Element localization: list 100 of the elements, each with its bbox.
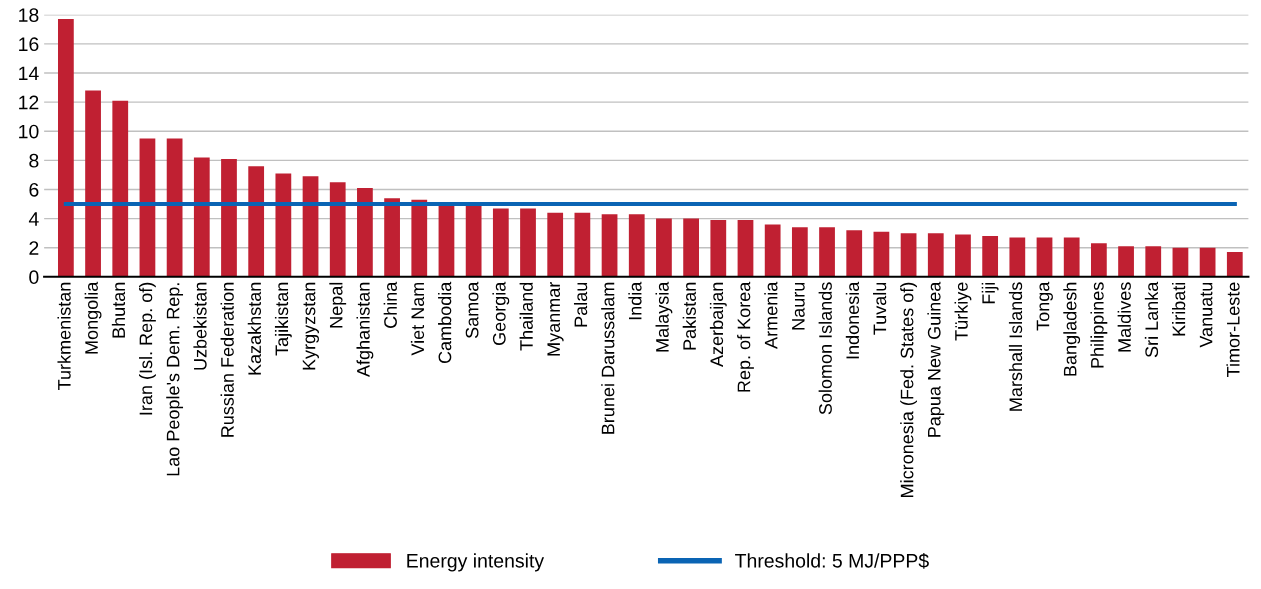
x-tick-label: Cambodia [438,281,452,364]
bar [1009,237,1026,277]
y-tick-label: 18 [19,8,39,22]
bar [166,138,183,277]
x-tick-label: China [383,281,397,328]
y-tick-label: 4 [28,212,39,226]
x-tick-label: Sri Lanka [1144,281,1159,358]
bar [1063,237,1080,277]
bar [628,214,645,277]
bar [1226,252,1243,277]
legend-label: Energy intensity [407,553,545,572]
x-tick-label: Maldives [1117,282,1131,352]
x-tick-label: Mongolia [84,281,102,354]
bar [764,224,781,277]
x-tick-label: Armenia [764,281,778,349]
bar [139,138,156,277]
bar [1145,246,1162,277]
bar [873,231,890,277]
x-tick-label: Afghanistan [356,282,374,378]
x-tick-label: Uzbekistan [193,282,207,370]
x-tick-label: Timor-Leste [1226,282,1240,377]
x-tick-label: Viet Nam [410,282,425,356]
bar [955,234,971,277]
bar [221,158,237,277]
x-tick-label: Nepal [329,282,347,328]
x-tick-label: Marshall Islands [1008,282,1023,411]
y-tick-label: 2 [29,241,39,255]
bar [574,212,591,277]
bar [58,19,74,277]
y-tick-label: 0 [29,270,39,285]
bar [601,214,618,277]
y-tick-label: 12 [19,95,39,110]
x-tick-label: Micronesia (Fed. States of) [900,282,917,497]
bar [465,204,482,277]
x-tick-label: Indonesia [845,281,860,359]
bar [112,100,129,277]
x-tick-label: Bangladesh [1063,282,1081,376]
bar [1036,237,1053,277]
bar [683,218,699,277]
x-tick-label: Papua New Guinea [927,281,945,437]
x-tick-label: Samoa [465,281,479,339]
x-tick-label: Brunei Darussalam [601,282,615,434]
x-tick-label: Kiribati [1172,282,1186,336]
x-tick-label: Vanuatu [1199,282,1213,348]
x-tick-label: Turkmenistan [57,282,71,390]
bar [193,157,210,277]
y-tick-label: 10 [19,124,39,139]
y-tick-label: 14 [19,66,39,81]
x-tick-label: Fiji [981,282,999,304]
x-tick-label: Lao People's Dem. Rep. [166,283,184,476]
y-tick-label: 6 [29,182,39,197]
bar [492,208,509,277]
bar [357,188,373,277]
x-tick-label: Solomon Islands [818,282,832,415]
bar [656,218,672,277]
x-tick-label: Myanmar [547,281,564,356]
x-tick-label: Russian Federation [220,282,234,437]
x-tick-label: Georgia [492,281,510,346]
bar [846,230,863,277]
x-tick-label: Kazakhstan [247,282,262,375]
legend-label: Threshold: 5 MJ/PPP$ [735,553,929,569]
bar [520,208,536,277]
bar [1199,247,1216,277]
bar [737,220,754,277]
x-tick-label: Azerbaijan [709,282,727,367]
bar [85,90,101,277]
x-tick-label: Bhutan [111,282,126,338]
bar [791,227,808,277]
bar [900,233,917,277]
bar [275,173,292,277]
x-tick-label: India [628,281,642,320]
bar [927,233,944,277]
x-tick-label: Tuvalu [872,282,887,335]
x-tick-label: Türkiye [954,282,972,341]
bar [329,182,346,277]
bar [1118,246,1134,277]
bar [302,176,319,277]
bar [248,166,265,277]
bar [438,204,455,277]
x-tick-label: Tonga [1036,281,1053,331]
y-tick-label: 8 [29,153,39,168]
x-tick-label: Nauru [792,282,805,330]
bar [547,212,564,277]
bar [1090,243,1107,277]
x-tick-label: Pakistan [682,282,696,350]
x-tick-label: Kyrgyzstan [302,282,319,370]
x-tick-label: Thailand [519,282,533,351]
bar [710,220,727,277]
bar [1172,247,1189,277]
x-tick-label: Malaysia [655,281,673,352]
bar [411,199,428,277]
x-tick-label: Palau [573,282,588,327]
bar [982,236,999,277]
bar [384,198,400,277]
bar [819,227,835,277]
x-tick-label: Iran (Isl. Rep. of) [139,282,156,415]
x-tick-label: Philippines [1090,282,1108,368]
y-tick-label: 16 [19,37,39,52]
x-tick-label: Rep. of Korea [737,281,754,392]
x-tick-label: Tajikistan [274,282,292,356]
